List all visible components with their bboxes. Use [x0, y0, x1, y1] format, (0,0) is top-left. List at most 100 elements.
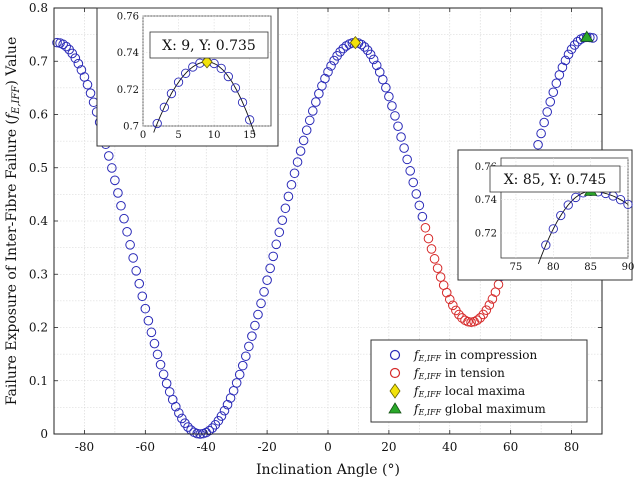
inset-local-maximum: 0 5 10 15 0.7 0.72 0.74 0.76 X: 9, Y: 0.735: [96, 7, 279, 147]
data-point-tension: [454, 309, 464, 320]
data-point-compression: [183, 422, 193, 432]
data-point-compression: [286, 179, 297, 190]
inset-data-point: [230, 83, 241, 93]
data-point-compression: [393, 121, 403, 132]
data-point-compression: [563, 49, 574, 60]
inset-data-point: [188, 62, 198, 72]
datatip-global-text: X: 85, Y: 0.745: [504, 172, 607, 188]
data-point-tension: [444, 294, 455, 305]
data-point-compression: [390, 111, 400, 121]
inset-data-point: [216, 63, 226, 74]
data-point-tension: [429, 254, 440, 264]
legend-marker-tension: [389, 367, 401, 379]
inset-curve-line: [537, 190, 629, 265]
data-point-compression: [378, 74, 388, 85]
data-curve: [52, 32, 598, 439]
data-point-tension: [463, 316, 473, 327]
data-point-tension: [448, 300, 458, 311]
data-point-compression: [244, 341, 254, 352]
inset-data-point: [237, 97, 248, 108]
inset-x-tick-label: 80: [547, 262, 560, 273]
data-point-compression: [295, 146, 306, 156]
data-point-compression: [170, 401, 181, 412]
data-point-tension: [435, 272, 446, 282]
inset-x-tick-label: 10: [208, 130, 221, 141]
legend-box: [370, 339, 588, 423]
data-point-compression: [396, 132, 406, 142]
data-point-tension: [484, 300, 495, 310]
data-point-compression: [107, 163, 117, 173]
y-tick-label: 0.2: [29, 321, 48, 335]
data-point-compression: [222, 399, 233, 410]
data-point-compression: [548, 87, 559, 98]
data-point-compression: [140, 303, 151, 314]
data-point-tension: [426, 244, 437, 254]
data-point-compression: [237, 360, 248, 371]
data-point-compression: [298, 135, 309, 146]
data-point-compression: [545, 97, 556, 107]
data-point-compression: [268, 251, 279, 262]
datatip-local-box: [149, 31, 269, 59]
legend-label-local-maxima: fE,IFF local maxima: [413, 384, 525, 399]
inset-data-point: [623, 199, 633, 210]
inset-y-tick-label: 0.72: [475, 229, 497, 240]
data-point-compression: [323, 67, 333, 77]
x-tick-label: -40: [197, 440, 216, 454]
data-point-compression: [292, 157, 303, 167]
data-point-compression: [128, 253, 138, 263]
data-point-compression: [569, 40, 580, 50]
data-point-compression: [146, 327, 157, 338]
inset-global-maximum: 75 80 85 90 0.72 0.74 0.76 X: 85, Y: 0.745: [457, 149, 635, 281]
data-point-compression: [271, 239, 282, 250]
data-point-compression: [177, 413, 187, 424]
inset-data-point: [563, 200, 573, 210]
y-axis-label: Failure Exposure of Inter-Fibre Failure …: [4, 37, 22, 406]
data-point-tension: [481, 305, 492, 315]
x-axis-label: Inclination Angle (°): [256, 462, 400, 478]
data-point-tension: [487, 294, 498, 304]
inset-data-point: [181, 68, 191, 78]
data-point-compression: [104, 151, 114, 161]
inset-data-point: [556, 210, 566, 221]
data-point-compression: [152, 349, 163, 360]
data-point-compression: [381, 82, 391, 93]
inset-y-tick-label: 0.7: [123, 122, 139, 133]
inset-data-point: [159, 102, 169, 112]
data-point-compression: [402, 154, 412, 165]
datatip-local-text: X: 9, Y: 0.735: [162, 38, 256, 54]
data-point-compression: [307, 106, 318, 116]
x-tick-label: -20: [257, 440, 276, 454]
data-point-compression: [329, 55, 339, 66]
extrema-markers: [349, 30, 594, 50]
data-point-compression: [408, 177, 419, 188]
legend-marker-compression: [389, 349, 401, 361]
local-maximum-marker: [349, 35, 361, 50]
data-point-compression: [216, 411, 227, 421]
inset-data-point: [548, 224, 558, 234]
inset-y-tick-label: 0.76: [475, 162, 497, 173]
inset-data-point: [166, 88, 177, 99]
datatip-global-box: [489, 165, 621, 193]
data-point-compression: [253, 309, 263, 320]
data-point-compression: [116, 200, 126, 211]
legend-marker-local-maxima: [389, 383, 401, 399]
data-point-compression: [542, 107, 553, 117]
data-point-compression: [155, 359, 166, 370]
data-point-compression: [247, 331, 257, 341]
inset-x-tick-label: 75: [510, 262, 523, 273]
y-tick-label: 0.1: [29, 374, 48, 388]
x-tick-label: 0: [324, 440, 332, 454]
data-point-compression: [265, 263, 275, 274]
legend-marker-global-maximum: [388, 402, 402, 414]
data-point-compression: [289, 168, 300, 179]
data-point-compression: [414, 200, 425, 211]
data-point-compression: [326, 61, 336, 71]
data-point-compression: [384, 91, 394, 102]
x-tick-label: -60: [136, 440, 155, 454]
inset-data-point: [541, 240, 551, 250]
inset-x-tick-label: 90: [622, 262, 635, 273]
data-point-compression: [551, 78, 562, 89]
data-point-compression: [149, 338, 160, 349]
data-point-compression: [113, 188, 123, 198]
